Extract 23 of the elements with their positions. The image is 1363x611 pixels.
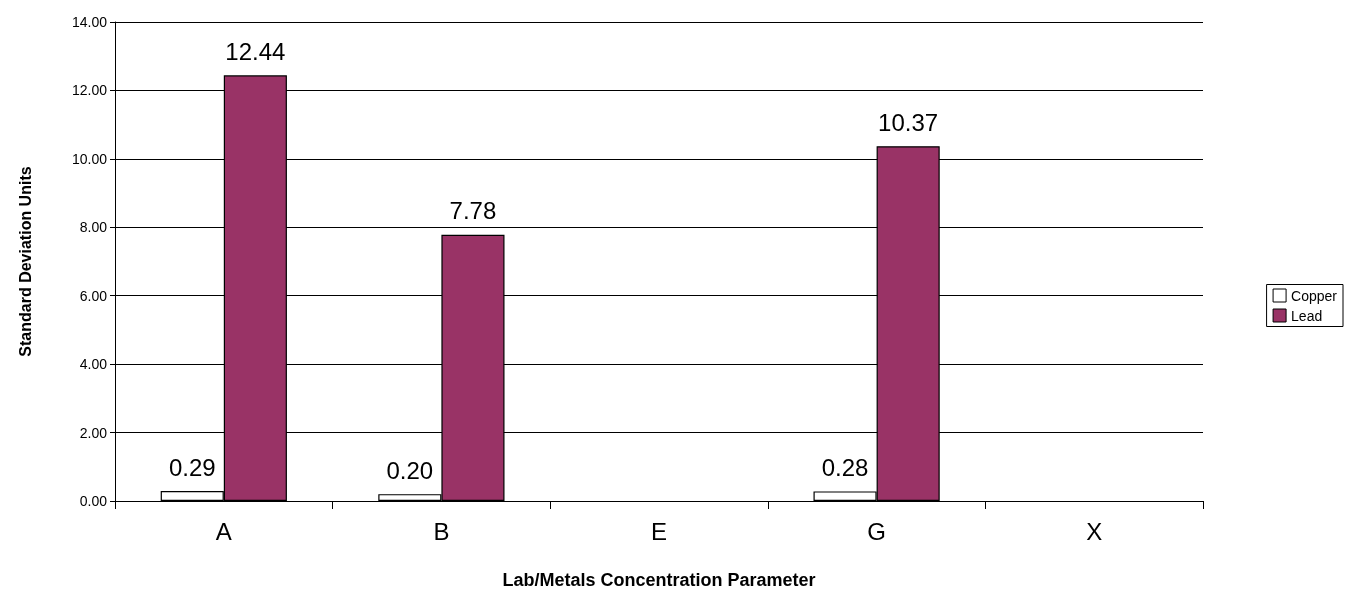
x-tick-label: E: [650, 517, 668, 545]
data-label: 0.20: [386, 456, 434, 484]
y-tick-label: 6.00: [79, 287, 108, 304]
y-tick-label: 12.00: [71, 82, 108, 99]
y-tick-label: 0.00: [79, 493, 108, 509]
data-label: 0.29: [168, 453, 216, 481]
data-label: 7.78: [449, 197, 497, 225]
y-axis-title: Standard Deviation Units: [16, 166, 34, 357]
x-axis-title: Lab/Metals Concentration Parameter: [502, 570, 816, 590]
legend-label: Copper: [1291, 287, 1338, 304]
x-tick-label: A: [215, 517, 232, 545]
y-tick-label: 14.00: [71, 14, 108, 30]
x-tick-label: X: [1086, 517, 1103, 545]
x-tick-label: G: [867, 517, 886, 545]
y-tick-label: 4.00: [79, 356, 108, 373]
y-tick-label: 8.00: [79, 219, 108, 236]
y-tick-label: 2.00: [79, 424, 108, 441]
x-tick-label: B: [433, 517, 450, 545]
y-tick-label: 10.00: [71, 150, 108, 167]
legend-label: Lead: [1291, 307, 1323, 324]
data-label: 0.28: [821, 453, 869, 481]
data-label: 10.37: [878, 108, 939, 136]
data-label: 12.44: [225, 37, 286, 65]
